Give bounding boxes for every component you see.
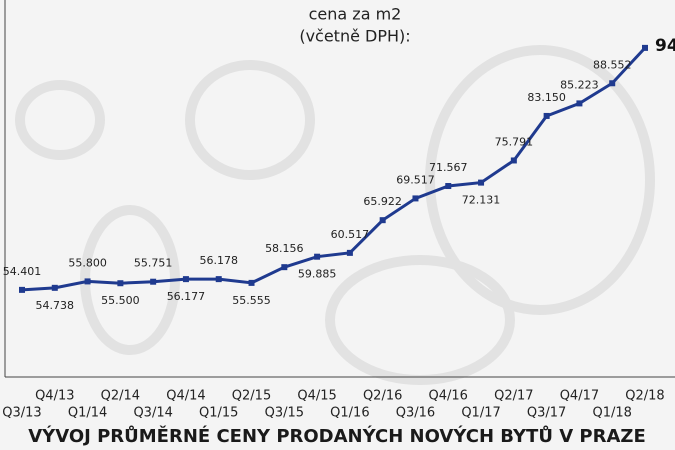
data-label: 56.178: [199, 254, 238, 267]
data-label: 65.922: [363, 195, 402, 208]
x-tick-label: Q4/15: [297, 389, 336, 404]
point: [281, 264, 288, 271]
x-tick-label: Q1/15: [199, 406, 238, 421]
point: [543, 112, 550, 119]
x-tick-label: Q3/15: [265, 406, 304, 421]
chart-title: VÝVOJ PRŮMĚRNÉ CENY PRODANÝCH NOVÝCH BYT…: [28, 424, 646, 447]
point: [117, 280, 124, 287]
data-label: 54.738: [36, 299, 75, 312]
point: [445, 183, 452, 190]
data-label: 55.800: [68, 256, 107, 269]
data-label: 83.150: [527, 91, 566, 104]
point: [215, 276, 222, 283]
data-label: 55.555: [232, 294, 271, 307]
x-tick-label: Q4/13: [35, 389, 74, 404]
x-tick-label: Q1/18: [592, 406, 631, 421]
data-label: 94: [655, 36, 675, 56]
point: [51, 284, 58, 291]
x-tick-label: Q4/17: [560, 389, 599, 404]
x-tick-label: Q1/17: [461, 406, 500, 421]
x-tick-label: Q2/14: [101, 389, 140, 404]
x-tick-label: Q4/14: [166, 389, 205, 404]
point: [609, 80, 616, 87]
data-label: 72.131: [462, 194, 501, 207]
x-tick-label: Q3/17: [527, 406, 566, 421]
x-tick-label: Q2/16: [363, 389, 402, 404]
point: [346, 249, 353, 256]
x-tick-label: Q2/15: [232, 389, 271, 404]
point: [248, 279, 255, 286]
point: [642, 44, 648, 51]
point: [182, 276, 189, 283]
data-label: 85.223: [560, 78, 599, 91]
data-label: 55.500: [101, 294, 140, 307]
x-tick-label: Q3/16: [396, 406, 435, 421]
point: [314, 253, 321, 260]
x-tick-label: Q3/14: [133, 406, 172, 421]
data-label: 55.751: [134, 257, 173, 270]
point: [150, 278, 157, 285]
x-tick-label: Q1/14: [68, 406, 107, 421]
x-tick-label: Q3/13: [2, 406, 41, 421]
x-tick-label: Q1/16: [330, 406, 369, 421]
point: [576, 100, 583, 107]
data-label: 75.791: [495, 135, 534, 148]
x-tick-label: Q2/17: [494, 389, 533, 404]
data-label: 88.552: [593, 58, 632, 71]
point: [379, 217, 386, 224]
subtitle-line: cena za m2: [309, 5, 402, 24]
point: [478, 179, 485, 186]
subtitle-line: (včetně DPH):: [299, 27, 410, 46]
data-label: 56.177: [167, 290, 206, 303]
data-label: 58.156: [265, 242, 304, 255]
x-tick-label: Q4/16: [429, 389, 468, 404]
point: [510, 157, 517, 164]
data-label: 59.885: [298, 268, 337, 281]
data-label: 71.567: [429, 161, 468, 174]
line: [21, 46, 647, 292]
data-label: 60.517: [331, 228, 370, 241]
point: [19, 286, 25, 293]
data-label: 69.517: [396, 173, 435, 186]
point: [84, 278, 91, 285]
point: [412, 195, 419, 202]
x-tick-label: Q2/18: [625, 389, 664, 404]
data-label: 54.401: [3, 265, 42, 278]
